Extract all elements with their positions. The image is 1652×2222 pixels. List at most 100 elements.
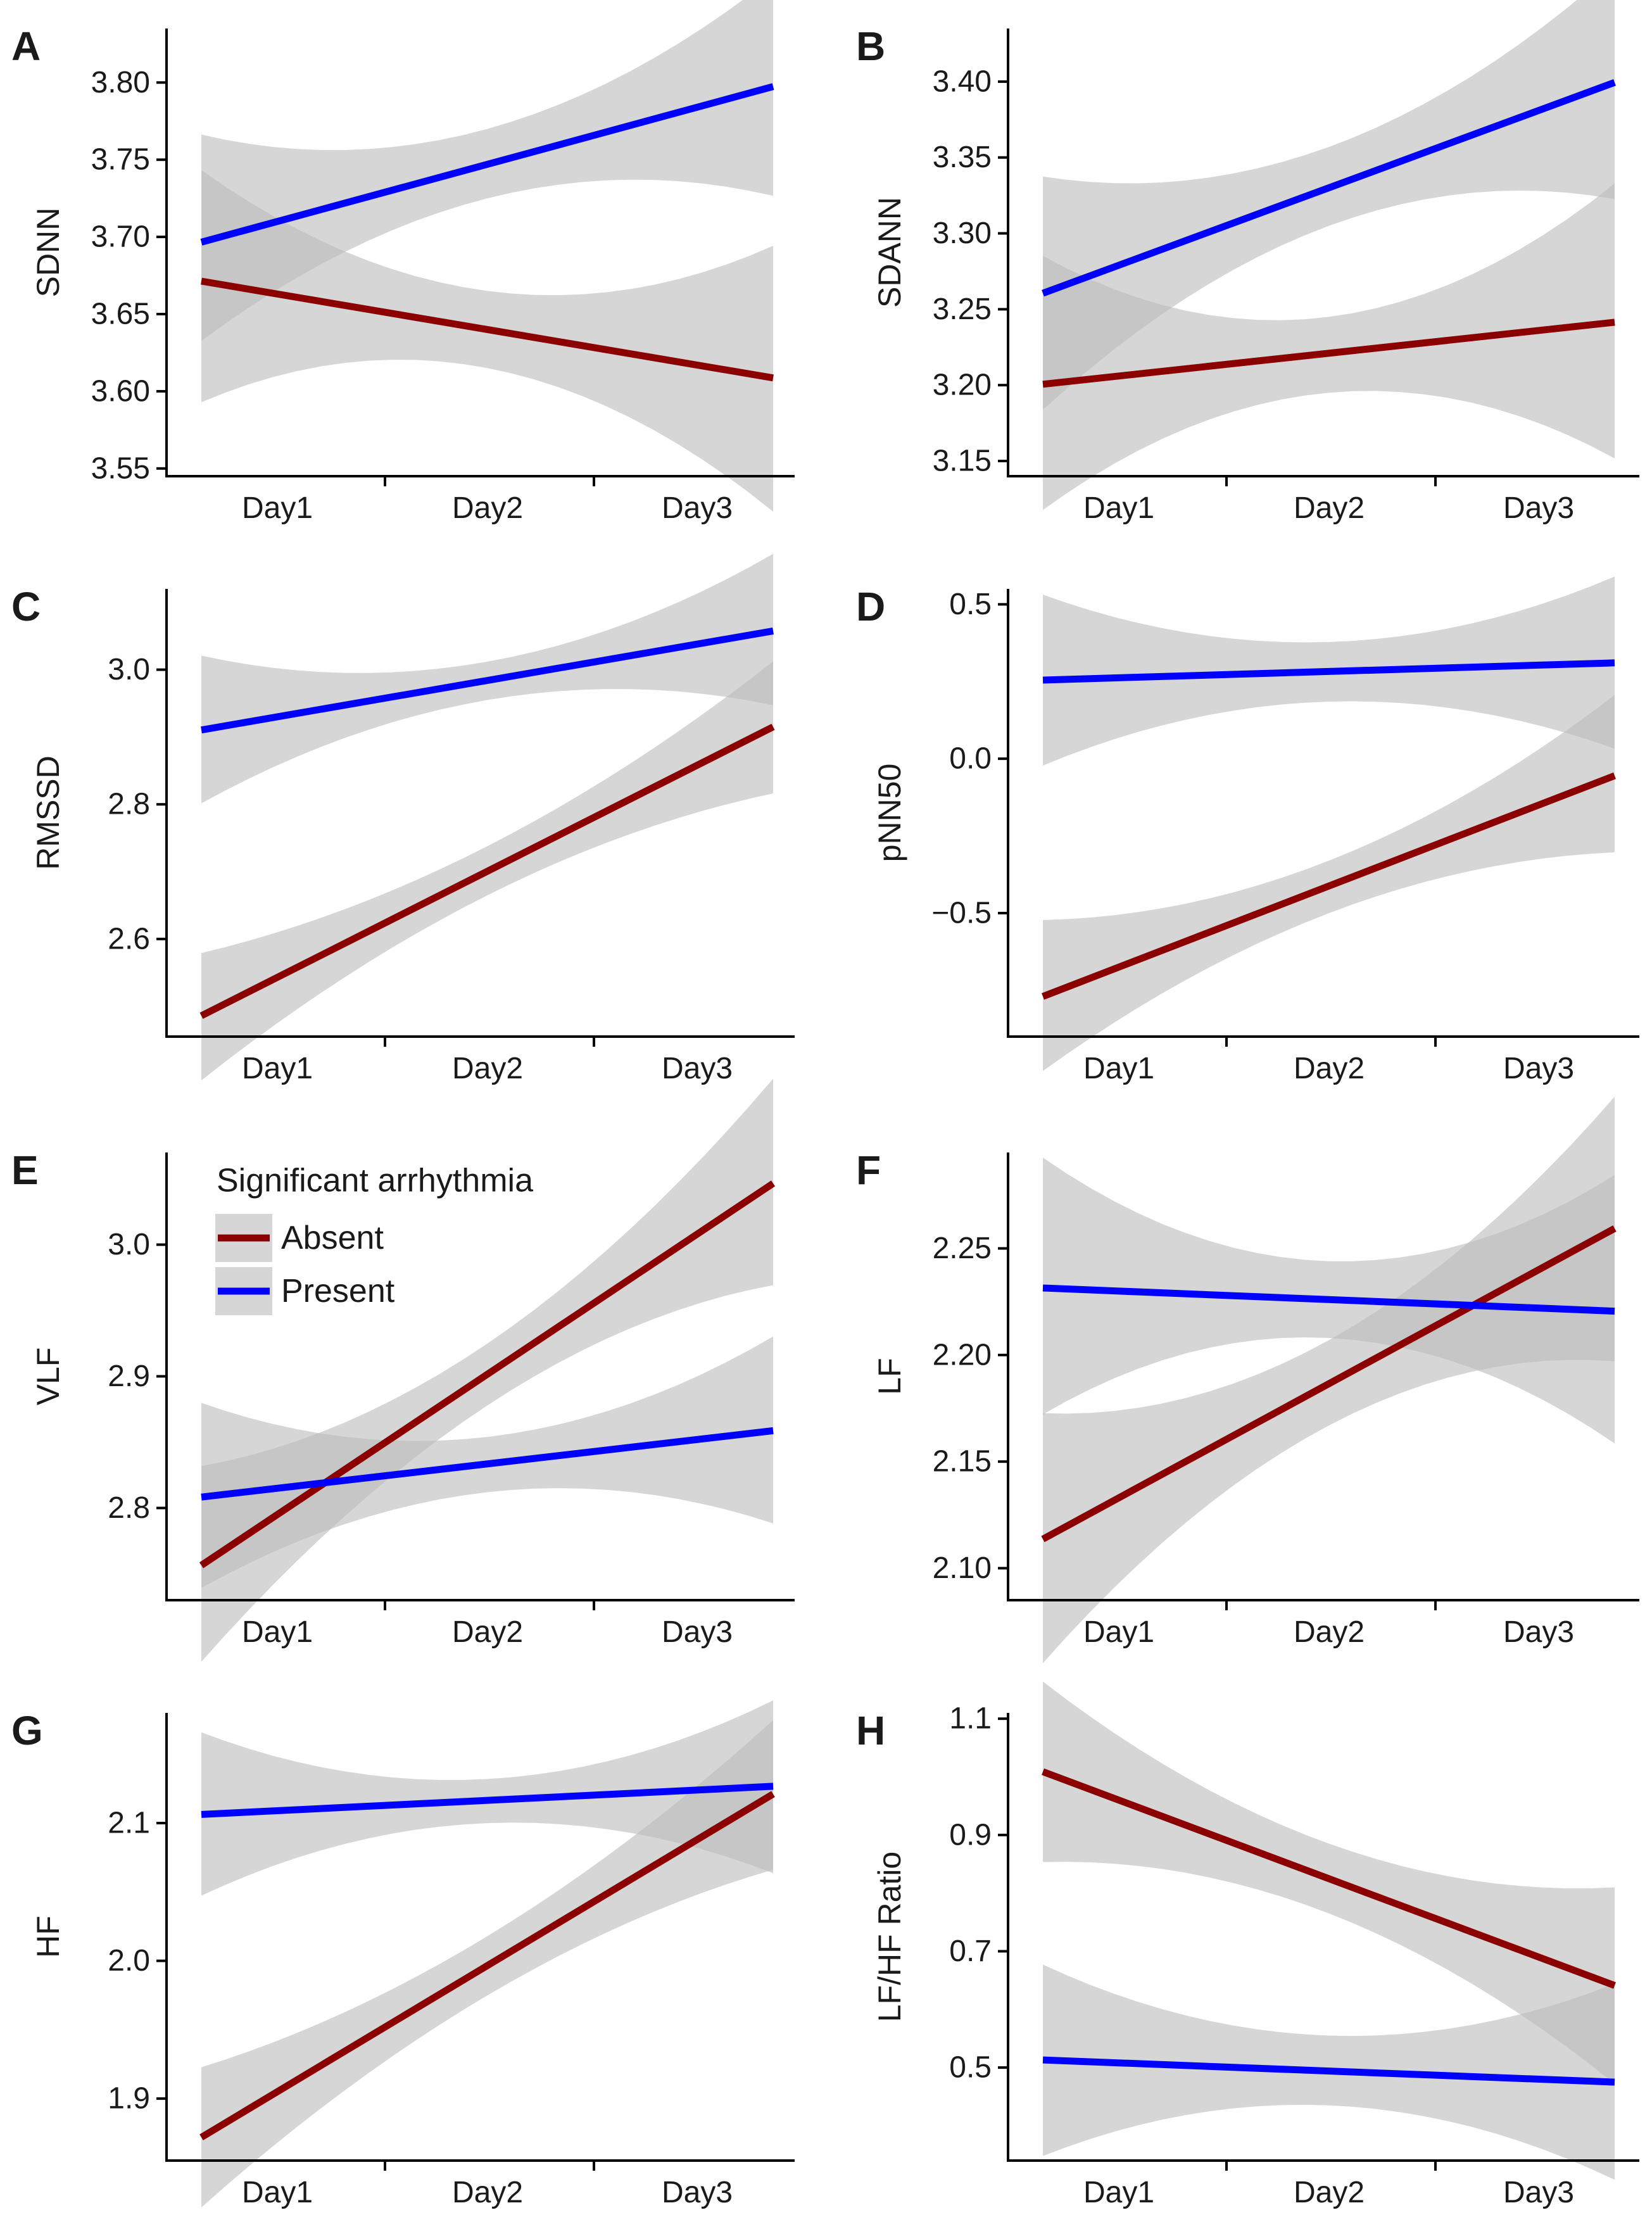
fit-line-present bbox=[1042, 659, 1615, 684]
panel-h: H Day1 Day2 Day3 0.5 0.7 0.9 1.1 LF/HF Ratio bbox=[856, 1681, 1639, 2209]
x-tick-label: Day2 bbox=[1294, 1052, 1365, 1085]
x-tick-label: Day3 bbox=[1503, 1052, 1574, 1085]
x-tick-label: Day3 bbox=[662, 2176, 733, 2209]
x-tick-label: Day2 bbox=[452, 491, 523, 525]
y-tick-label: 0.0 bbox=[949, 742, 992, 776]
x-tick-label: Day1 bbox=[1083, 491, 1154, 525]
fit-line-present bbox=[201, 1427, 774, 1501]
y-tick-label: 2.0 bbox=[108, 1944, 150, 1978]
ci-band-absent bbox=[1043, 183, 1615, 510]
legend-label-absent: Absent bbox=[281, 1220, 384, 1256]
y-tick-label: 2.9 bbox=[108, 1360, 150, 1393]
y-tick-label: 0.7 bbox=[949, 1935, 992, 1968]
y-tick-label: 2.25 bbox=[933, 1232, 992, 1265]
y-axis-title: HF bbox=[30, 1916, 66, 1958]
y-tick-label: 3.65 bbox=[91, 298, 150, 331]
x-tick-label: Day2 bbox=[452, 1615, 523, 1649]
y-tick-label: 3.60 bbox=[91, 374, 150, 408]
panel-b: B Day1 Day2 Day3 3.15 3.20 3.25 3.30 3.35 3.40 SDA… bbox=[856, 0, 1639, 525]
panel-a: A Day1 Day2 Day3 3.55 3.60 3.65 3.70 3.75 3.80 SDN… bbox=[11, 0, 795, 525]
y-tick-label: 3.20 bbox=[933, 369, 992, 402]
y-tick-label: 3.35 bbox=[933, 141, 992, 174]
y-tick-label: 0.5 bbox=[949, 2051, 992, 2085]
x-tick-label: Day1 bbox=[242, 1615, 313, 1649]
y-tick-label: 3.55 bbox=[91, 451, 150, 485]
y-tick-label: −0.5 bbox=[931, 896, 992, 930]
y-tick-label: 2.10 bbox=[933, 1551, 992, 1585]
y-tick-label: 3.75 bbox=[91, 143, 150, 177]
y-tick-label: 3.25 bbox=[933, 293, 992, 326]
y-axis-title: SDNN bbox=[30, 208, 66, 298]
x-tick-label: Day3 bbox=[1503, 2176, 1574, 2209]
y-axis-title: LF/HF Ratio bbox=[872, 1852, 907, 2023]
fit-line-absent bbox=[1041, 1225, 1617, 1543]
y-axis-title: pNN50 bbox=[872, 764, 907, 862]
y-tick-label: 3.30 bbox=[933, 217, 992, 250]
fit-line-absent bbox=[1042, 1768, 1616, 1989]
y-tick-label: 3.40 bbox=[933, 65, 992, 98]
y-tick-label: 2.8 bbox=[108, 788, 150, 821]
fit-line-present bbox=[1042, 2056, 1615, 2086]
x-tick-label: Day1 bbox=[242, 1052, 313, 1085]
panel-letter-a: A bbox=[11, 23, 41, 69]
x-tick-label: Day2 bbox=[1294, 2176, 1365, 2209]
fit-line-present bbox=[1042, 79, 1616, 297]
panel-letter-c: C bbox=[11, 584, 41, 629]
fit-line-absent bbox=[1042, 772, 1616, 1000]
ci-band-present bbox=[201, 0, 773, 341]
panel-f: F Day1 Day2 Day3 2.10 2.15 2.20 2.25 LF bbox=[856, 1096, 1639, 1663]
y-tick-label: 3.70 bbox=[91, 220, 150, 254]
y-tick-label: 2.20 bbox=[933, 1338, 992, 1372]
y-tick-label: 2.1 bbox=[108, 1807, 150, 1840]
x-tick-label: Day1 bbox=[1083, 1052, 1154, 1085]
panel-c: C Day1 Day2 Day3 2.6 2.8 3.0 RMSSD bbox=[11, 553, 795, 1085]
legend-title: Significant arrhythmia bbox=[217, 1163, 533, 1199]
y-axis-title: RMSSD bbox=[30, 755, 66, 870]
x-tick-label: Day3 bbox=[662, 1615, 733, 1649]
panel-g: G Day1 Day2 Day3 1.9 2.0 2.1 HF bbox=[11, 1700, 795, 2209]
y-tick-label: 2.8 bbox=[108, 1491, 150, 1525]
x-tick-label: Day3 bbox=[1503, 491, 1574, 525]
y-tick-label: 2.6 bbox=[108, 922, 150, 956]
y-tick-label: 1.9 bbox=[108, 2082, 150, 2116]
x-tick-label: Day2 bbox=[1294, 491, 1365, 525]
x-tick-label: Day3 bbox=[1503, 1615, 1574, 1649]
x-tick-label: Day3 bbox=[662, 491, 733, 525]
legend: Significant arrhythmia Absent Present bbox=[215, 1163, 533, 1315]
x-tick-label: Day2 bbox=[1294, 1615, 1365, 1649]
x-tick-label: Day2 bbox=[452, 1052, 523, 1085]
y-tick-label: 2.15 bbox=[933, 1445, 992, 1479]
fit-line-absent bbox=[199, 1791, 775, 2141]
x-tick-label: Day1 bbox=[1083, 1615, 1154, 1649]
fit-line-absent bbox=[199, 1180, 776, 1569]
y-axis-title: SDANN bbox=[872, 197, 907, 308]
x-tick-label: Day2 bbox=[452, 2176, 523, 2209]
y-tick-label: 0.9 bbox=[949, 1818, 992, 1852]
ci-band-absent bbox=[1043, 1681, 1615, 2084]
y-tick-label: 3.80 bbox=[91, 66, 150, 99]
x-tick-label: Day1 bbox=[1083, 2176, 1154, 2209]
fit-line-present bbox=[1042, 1284, 1615, 1315]
fit-line-present bbox=[200, 83, 774, 246]
ci-band-absent bbox=[201, 170, 773, 512]
y-tick-label: 0.5 bbox=[949, 588, 992, 621]
fit-line-absent bbox=[201, 277, 774, 382]
fit-line-present bbox=[201, 1783, 774, 1818]
x-tick-label: Day1 bbox=[242, 2176, 313, 2209]
fit-line-absent bbox=[199, 723, 775, 1019]
legend-label-present: Present bbox=[281, 1273, 395, 1310]
panel-letter-h: H bbox=[856, 1708, 885, 1753]
panel-e: E Day1 Day2 Day3 2.8 2.9 3.0 VLF bbox=[11, 1078, 795, 1662]
panel-letter-f: F bbox=[856, 1147, 881, 1193]
y-axis-title: LF bbox=[872, 1358, 907, 1394]
panel-letter-b: B bbox=[856, 23, 885, 69]
y-tick-label: 1.1 bbox=[949, 1702, 992, 1736]
y-axis-title: VLF bbox=[30, 1348, 66, 1406]
panel-letter-e: E bbox=[11, 1147, 39, 1193]
y-tick-label: 3.0 bbox=[108, 653, 150, 686]
ci-band-present bbox=[1043, 0, 1615, 410]
fit-line-present bbox=[201, 627, 774, 734]
panel-d: D Day1 Day2 Day3 −0.5 0.0 0.5 pNN50 bbox=[856, 576, 1639, 1085]
x-tick-label: Day3 bbox=[662, 1052, 733, 1085]
